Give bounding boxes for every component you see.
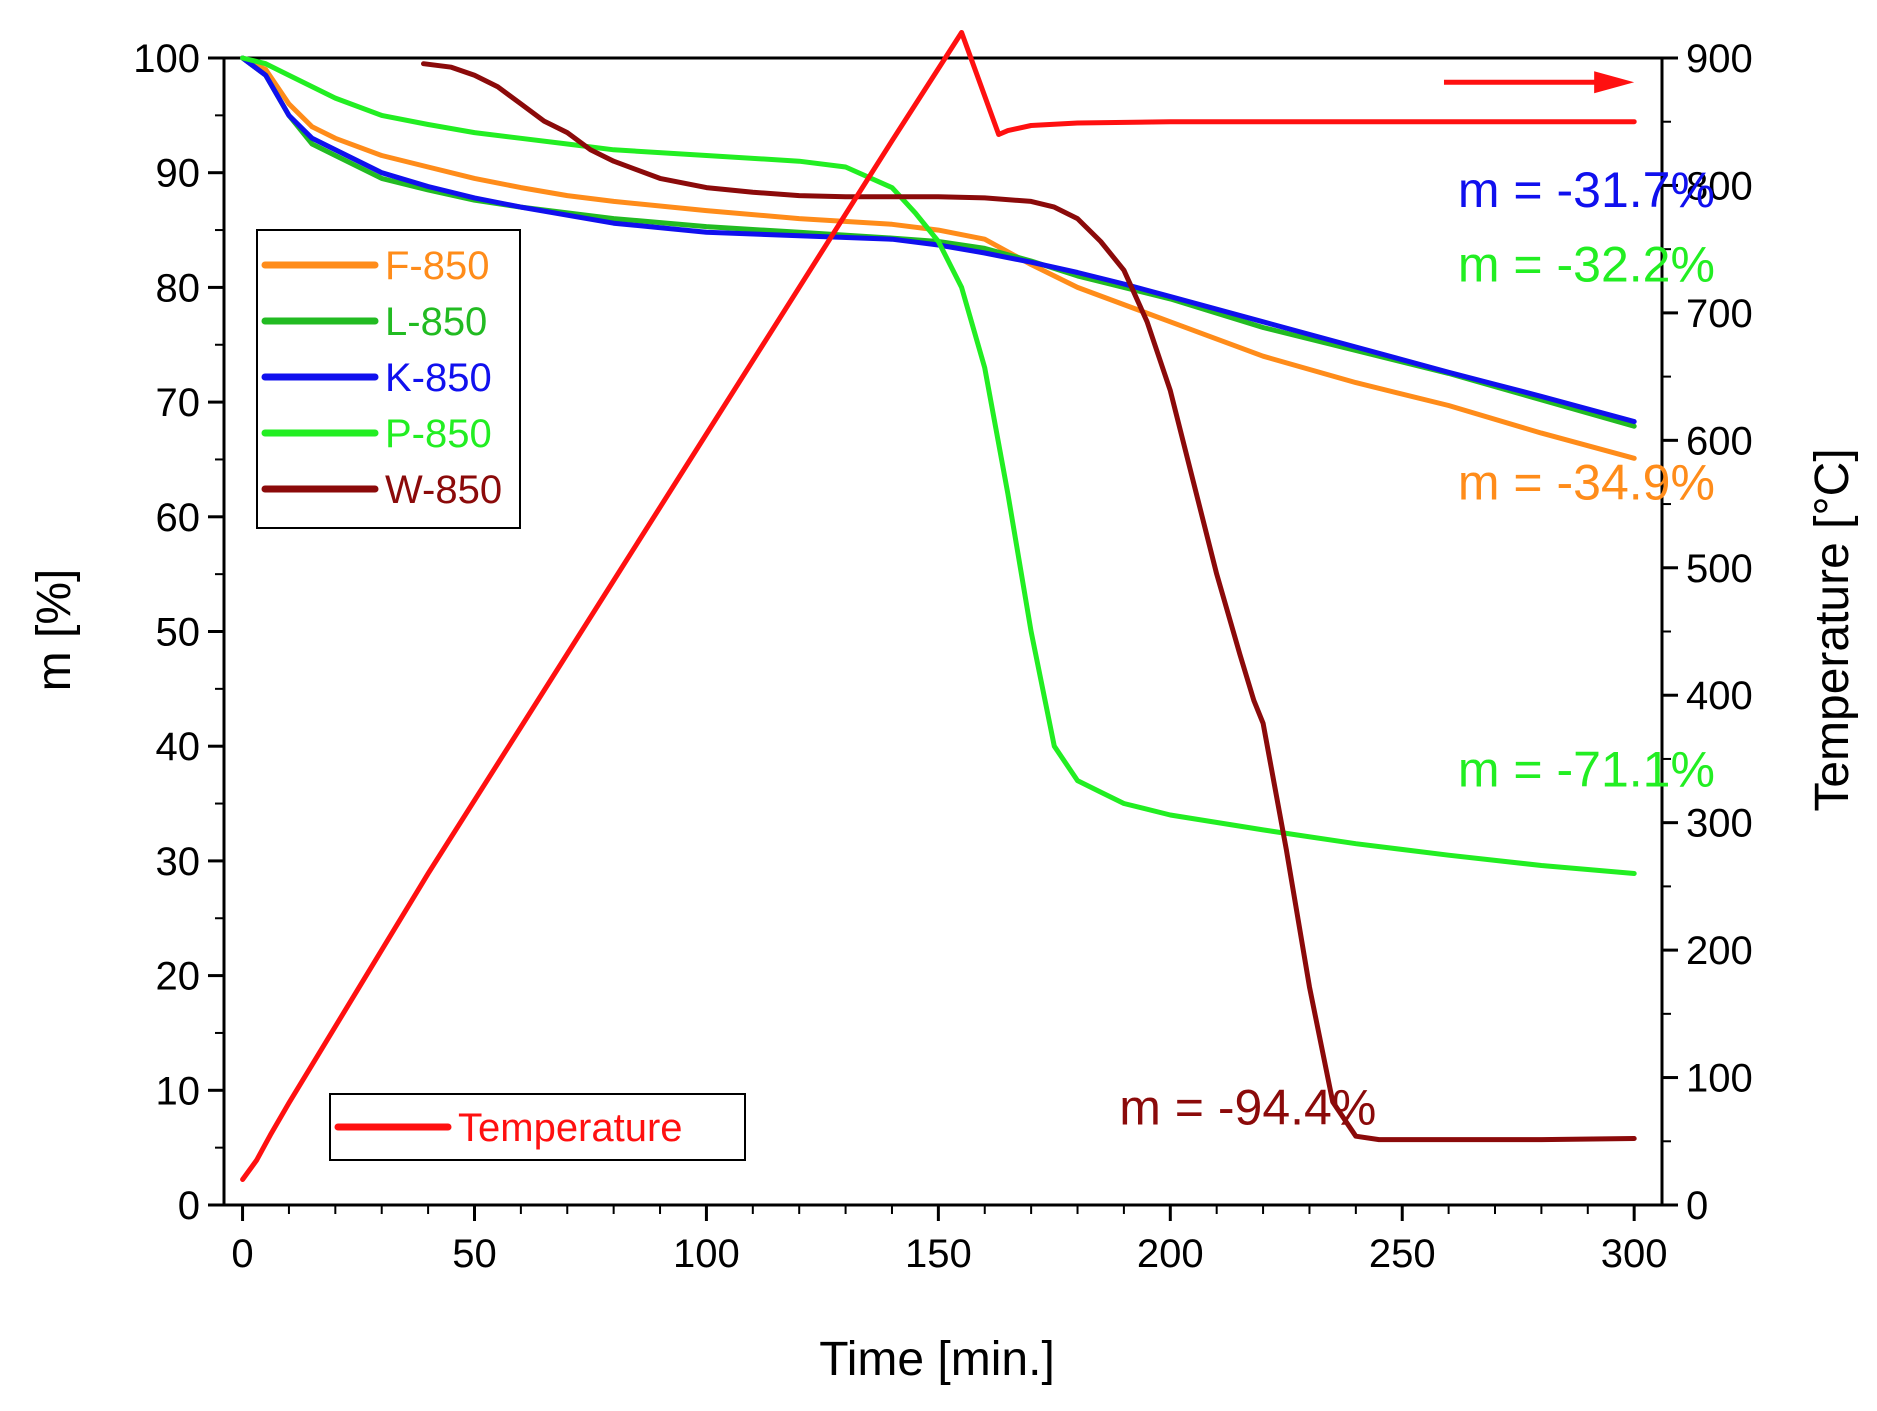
mass-loss-annotation: m = -94.4% [1119, 1080, 1376, 1136]
y2-tick-label: 200 [1686, 929, 1753, 973]
y-tick-label: 10 [156, 1069, 201, 1113]
series-line-temperature [240, 30, 1637, 1182]
x-tick-label: 0 [231, 1232, 253, 1276]
series-layer [240, 30, 1637, 1182]
legend-label-temperature: Temperature [458, 1106, 683, 1150]
series-line-p-850 [240, 55, 1637, 876]
y-tick-label: 70 [156, 381, 201, 425]
right-axis-arrow-head [1594, 71, 1635, 94]
y2-tick-label: 700 [1686, 292, 1753, 336]
x-tick-label: 200 [1137, 1232, 1204, 1276]
x-tick-label: 100 [673, 1232, 740, 1276]
axes-layer: 0 50 100 150 200 250 300 0 10 20 30 40 50 60 70 80 90 100… [133, 37, 1753, 1276]
y2-tick-label: 400 [1686, 674, 1753, 718]
legend-layer: F-850 L-850 K-850 P-850 W-850 Temperature [256, 229, 746, 1161]
legend-label-l-850: L-850 [385, 300, 487, 344]
mass-loss-annotation: m = -32.2% [1458, 237, 1715, 293]
y-tick-label: 50 [156, 611, 201, 655]
y2-tick-label: 800 [1686, 164, 1753, 208]
y-tick-label: 90 [156, 152, 201, 196]
legend-label-p-850: P-850 [385, 412, 492, 456]
y2-tick-label: 900 [1686, 37, 1753, 81]
x-tick-label: 50 [452, 1232, 497, 1276]
y-tick-label: 60 [156, 496, 201, 540]
annotation-layer: m = -31.7% m = -32.2% m = -34.9% m = -71.1%… [1119, 71, 1715, 1136]
series-line-w-850 [421, 61, 1637, 1143]
legend-label-k-850: K-850 [385, 356, 492, 400]
x-tick-label: 300 [1601, 1232, 1668, 1276]
x-tick-label: 250 [1369, 1232, 1436, 1276]
x-tick-label: 150 [905, 1232, 972, 1276]
y-axis-title: m [%] [28, 569, 81, 692]
mass-loss-annotation: m = -71.1% [1458, 741, 1715, 797]
x-axis-title: Time [min.] [819, 1333, 1055, 1386]
y-tick-label: 0 [178, 1184, 200, 1228]
y2-tick-label: 600 [1686, 419, 1753, 463]
y-tick-label: 80 [156, 266, 201, 310]
y-tick-label: 100 [133, 37, 200, 81]
legend-label-f-850: F-850 [385, 244, 490, 288]
y2-tick-label: 300 [1686, 802, 1753, 846]
y2-tick-label: 100 [1686, 1057, 1753, 1101]
y2-tick-label: 500 [1686, 547, 1753, 591]
y2-tick-label: 0 [1686, 1184, 1708, 1228]
series-line-k-850 [240, 55, 1637, 425]
y-tick-label: 40 [156, 725, 201, 769]
y2-axis-title: Temperature [°C] [1806, 448, 1859, 811]
y-tick-label: 20 [156, 955, 201, 999]
legend-label-w-850: W-850 [385, 468, 502, 512]
y-tick-label: 30 [156, 840, 201, 884]
mass-loss-annotation: m = -31.7% [1458, 162, 1715, 218]
mass-loss-annotation: m = -34.9% [1458, 455, 1715, 511]
series-line-f-850 [240, 55, 1637, 461]
